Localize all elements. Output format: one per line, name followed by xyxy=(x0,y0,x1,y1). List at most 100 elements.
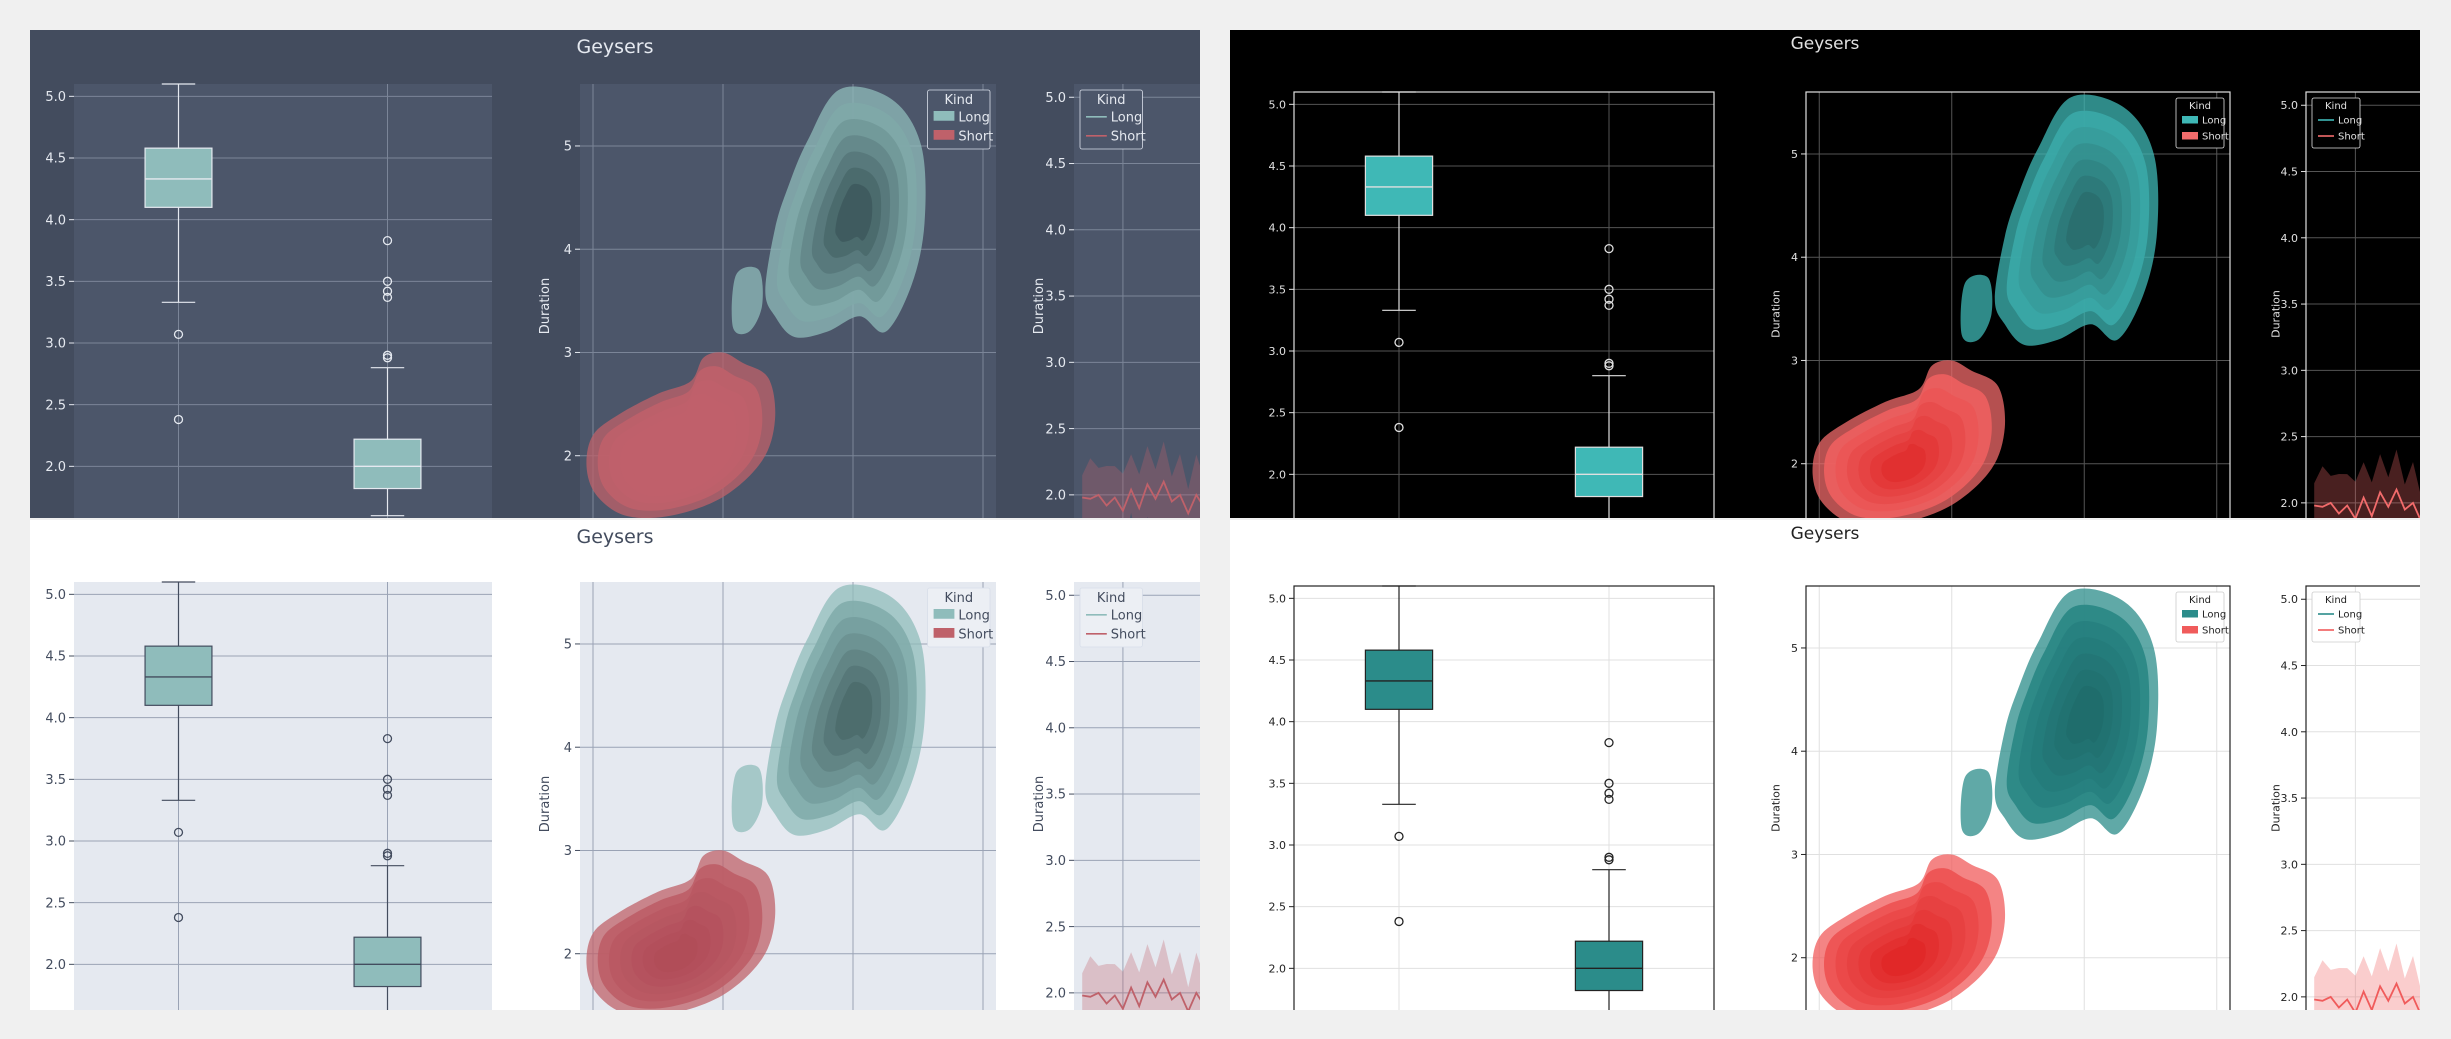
confidence-band-short xyxy=(2314,449,2420,518)
outlier-point xyxy=(1604,788,1614,798)
axis-label-y: Duration xyxy=(538,278,553,334)
panel-white: Geysers 1.52.02.53.03.54.04.55.0LongShor… xyxy=(1230,520,2420,1010)
confidence-band-short xyxy=(1082,939,1200,1010)
tick-label-y: 5.0 xyxy=(2281,99,2299,112)
legend: Kind Long Short xyxy=(2175,591,2229,643)
tick-label-y: 4.0 xyxy=(45,213,66,228)
tick-label-y: 5 xyxy=(1791,148,1798,161)
tick-label-y: 3.0 xyxy=(2281,858,2299,871)
tick-label-y: 2 xyxy=(564,449,572,464)
kde-axes: 2345406080100WaitingDurationKindLongShor… xyxy=(1770,91,2231,518)
legend-frame xyxy=(1079,89,1143,150)
series-line-short xyxy=(2314,981,2420,1010)
plot-area xyxy=(1074,84,1200,518)
legend-label-long: Long xyxy=(2202,610,2226,621)
tick-label-y: 2.5 xyxy=(2281,925,2299,938)
tick-label-y: 3.0 xyxy=(1045,854,1066,869)
legend: Kind Long Short xyxy=(2311,97,2365,149)
tick-label-y: 5.0 xyxy=(1269,592,1287,605)
legend-title: Kind xyxy=(2189,595,2211,606)
axes-border xyxy=(1805,585,2231,1010)
outlier-point xyxy=(1604,361,1614,371)
density-contour-short xyxy=(1881,443,1926,483)
tick-label-y: 2.5 xyxy=(1045,920,1066,935)
outlier-point xyxy=(382,774,393,784)
confidence-band-short xyxy=(2314,943,2420,1010)
series-line-short xyxy=(1082,479,1200,516)
tick-label-y: 3.5 xyxy=(1269,283,1287,296)
axes-border xyxy=(1293,585,1715,1010)
box-long xyxy=(144,83,213,425)
outlier-point xyxy=(173,414,184,425)
box-body xyxy=(1574,940,1644,992)
legend-label-short: Short xyxy=(2338,626,2365,637)
legend: Kind Long Short xyxy=(927,89,993,150)
outlier-point xyxy=(382,353,393,363)
tick-label-y: 5 xyxy=(564,140,572,155)
tick-label-y: 3.5 xyxy=(45,275,66,290)
tick-label-y: 3.0 xyxy=(1269,345,1287,358)
boxplot-axes: 1.52.02.53.03.54.04.55.0LongShort xyxy=(45,83,492,518)
legend-swatch-short xyxy=(933,628,955,638)
chart-title: Geysers xyxy=(576,36,654,58)
tick-label-y: 4 xyxy=(1791,745,1798,758)
tick-label-y: 2.0 xyxy=(1045,987,1066,1002)
tick-label-y: 3 xyxy=(564,346,572,361)
tick-label-y: 5.0 xyxy=(1269,98,1287,111)
tick-label-y: 2.5 xyxy=(45,896,66,911)
kde-axes: 2345406080100WaitingDurationKindLongShor… xyxy=(538,84,996,518)
plot-area xyxy=(2306,92,2420,518)
outlier-point xyxy=(1604,794,1614,805)
outlier-point xyxy=(1394,831,1404,842)
line-axes: 2.02.53.03.54.04.55.05060708090WaitingDu… xyxy=(1032,84,1200,518)
legend-swatch-short xyxy=(2182,132,2198,140)
tick-label-y: 2 xyxy=(1791,952,1798,965)
tick-label-y: 3.5 xyxy=(1045,788,1066,803)
legend: Kind Long Short xyxy=(927,587,993,648)
legend-frame xyxy=(1079,587,1143,648)
tick-label-y: 4.0 xyxy=(45,711,66,726)
tick-label-y: 3.5 xyxy=(1269,777,1287,790)
tick-label-y: 3.0 xyxy=(45,835,66,850)
legend-label-long: Long xyxy=(958,110,989,125)
outlier-point xyxy=(382,784,393,794)
tick-label-y: 4.0 xyxy=(1269,716,1287,729)
chart-title: Geysers xyxy=(1790,34,1860,54)
legend-title: Kind xyxy=(944,591,973,606)
panel-black: Geysers 1.52.02.53.03.54.04.55.0LongShor… xyxy=(1230,30,2420,518)
density-contour-long xyxy=(2066,191,2104,250)
density-contour-long xyxy=(731,266,763,335)
axis-label-y: Duration xyxy=(2270,290,2283,338)
outlier-point xyxy=(1604,778,1614,788)
outlier-point xyxy=(1394,422,1404,433)
tick-label-y: 4.5 xyxy=(45,152,66,167)
tick-label-y: 5.0 xyxy=(2281,593,2299,606)
outlier-point xyxy=(173,827,184,838)
axes-border xyxy=(1805,91,2231,518)
panel-light-slate: Geysers 1.52.02.53.03.54.04.55.0LongShor… xyxy=(30,520,1200,1010)
legend-label-short: Short xyxy=(1111,627,1146,642)
legend: Kind Long Short xyxy=(1079,89,1146,150)
box-body xyxy=(353,936,422,988)
tick-label-y: 5.0 xyxy=(45,90,66,105)
outlier-point xyxy=(382,790,393,801)
axis-label-y: Duration xyxy=(1770,290,1783,338)
outlier-point xyxy=(173,329,184,340)
outlier-point xyxy=(382,848,393,858)
line-axes: 2.02.53.03.54.04.55.05060708090WaitingDu… xyxy=(2270,585,2420,1010)
axis-label-y: Duration xyxy=(2270,784,2283,832)
kde-axes: 2345406080100WaitingDurationKindLongShor… xyxy=(1770,585,2231,1010)
legend-swatch-long xyxy=(933,111,955,121)
outlier-point xyxy=(1604,243,1614,254)
tick-label-y: 2.5 xyxy=(45,398,66,413)
outlier-point xyxy=(1604,852,1614,862)
tick-label-y: 2.0 xyxy=(2281,497,2299,510)
legend-swatch-long xyxy=(2182,610,2198,618)
tick-label-y: 2.5 xyxy=(2281,431,2299,444)
tick-label-y: 4 xyxy=(564,741,572,756)
box-long xyxy=(1364,585,1434,927)
outlier-point xyxy=(1604,358,1614,368)
tick-label-y: 4 xyxy=(564,243,572,258)
legend-label-long: Long xyxy=(1111,608,1142,623)
tick-label-y: 4.5 xyxy=(1045,655,1066,670)
